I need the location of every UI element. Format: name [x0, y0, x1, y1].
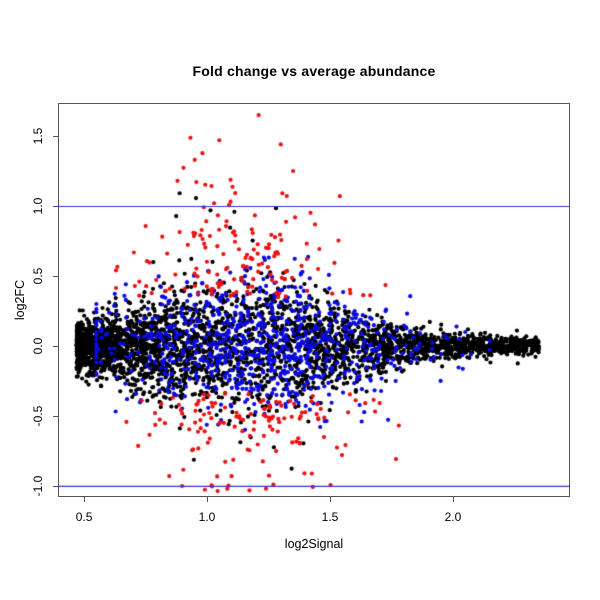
x-tick-label: 2.0	[444, 510, 462, 524]
y-tick-label: 1.5	[31, 127, 45, 145]
plot-area	[58, 103, 570, 497]
x-tick-label: 1.0	[198, 510, 216, 524]
chart-title: Fold change vs average abundance	[192, 63, 436, 79]
y-axis-label: log2FC	[13, 279, 27, 321]
y-tick-mark	[53, 485, 58, 487]
x-tick-mark	[452, 497, 454, 502]
y-tick-mark	[53, 415, 58, 417]
y-tick-label: -0.5	[31, 405, 45, 427]
x-tick-label: 1.5	[321, 510, 339, 524]
y-tick-label: 1.0	[31, 197, 45, 215]
y-tick-label: 0.5	[31, 267, 45, 285]
y-tick-label: 0.0	[31, 337, 45, 355]
y-tick-mark	[53, 345, 58, 347]
y-tick-mark	[53, 275, 58, 277]
y-tick-mark	[53, 206, 58, 207]
x-axis-label: log2Signal	[284, 537, 344, 551]
x-tick-mark	[329, 497, 331, 502]
y-tick-mark	[53, 136, 58, 138]
x-tick-mark	[84, 497, 86, 502]
x-tick-mark	[207, 497, 209, 502]
x-tick-label: 0.5	[75, 510, 93, 524]
y-tick-label: -1.0	[31, 475, 45, 497]
